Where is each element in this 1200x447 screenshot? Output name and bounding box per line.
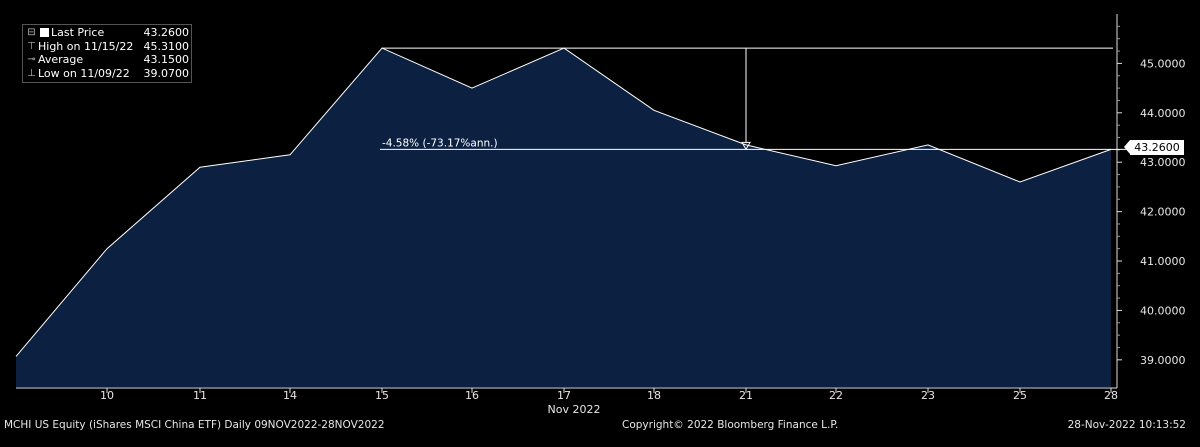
x-tick-label: 28 [1104, 389, 1118, 402]
high-marker-icon: ⊤ [27, 40, 36, 52]
area-fill [16, 48, 1111, 387]
legend-high: ⊤ High on 11/15/22 45.3100 [25, 40, 189, 54]
last-price-swatch-icon [40, 28, 49, 38]
x-tick-label: 22 [829, 389, 843, 402]
legend-last-price: ⊟ Last Price 43.2600 [25, 26, 189, 40]
footer-copyright: Copyright© 2022 Bloomberg Finance L.P. [622, 419, 839, 431]
y-tick-label: 40.0000 [1140, 304, 1186, 317]
y-tick-label: 45.0000 [1140, 57, 1186, 70]
legend-low: ⊥ Low on 11/09/22 39.0700 [25, 67, 189, 81]
x-tick-label: 11 [193, 389, 207, 402]
last-price-badge: 43.2600 [1124, 140, 1184, 155]
x-tick-label: 17 [557, 389, 571, 402]
collapse-icon[interactable]: ⊟ [27, 27, 36, 38]
x-tick-label: 15 [375, 389, 389, 402]
drop-arrow-head-icon [741, 141, 751, 151]
average-marker-icon: ⊸ [27, 54, 36, 65]
low-marker-icon: ⊥ [27, 67, 36, 79]
change-annotation: -4.58% (-73.17%ann.) [382, 137, 498, 149]
x-tick-label: 14 [283, 389, 297, 402]
x-tick-label: 18 [647, 389, 661, 402]
y-tick-label: 43.0000 [1140, 156, 1186, 169]
x-tick-label: 16 [465, 389, 479, 402]
x-tick-label: 23 [921, 389, 935, 402]
x-tick-label: 10 [100, 389, 114, 402]
y-tick-label: 44.0000 [1140, 107, 1186, 120]
y-tick-label: 39.0000 [1140, 354, 1186, 367]
x-tick-label: 21 [739, 389, 753, 402]
legend-average: ⊸ Average 43.1500 [25, 53, 189, 67]
chart-legend: ⊟ Last Price 43.2600 ⊤ High on 11/15/22 … [22, 24, 192, 83]
footer-security: MCHI US Equity (iShares MSCI China ETF) … [4, 419, 385, 431]
y-tick-label: 42.0000 [1140, 206, 1186, 219]
footer-timestamp: 28-Nov-2022 10:13:52 [1067, 419, 1186, 431]
x-tick-label: 25 [1013, 389, 1027, 402]
x-month-label: Nov 2022 [548, 403, 601, 416]
y-tick-label: 41.0000 [1140, 255, 1186, 268]
